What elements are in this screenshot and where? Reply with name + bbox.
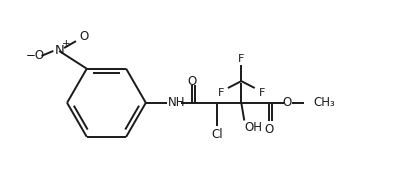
Text: −O: −O	[26, 49, 45, 62]
Text: O: O	[282, 96, 291, 109]
Text: F: F	[259, 88, 265, 98]
Text: O: O	[264, 123, 274, 136]
Text: O: O	[79, 30, 88, 43]
Text: O: O	[187, 75, 197, 88]
Text: N: N	[54, 44, 64, 57]
Text: F: F	[238, 54, 244, 64]
Text: +: +	[62, 39, 70, 49]
Text: NH: NH	[168, 96, 185, 109]
Text: F: F	[218, 88, 224, 98]
Text: CH₃: CH₃	[313, 96, 335, 109]
Text: OH: OH	[244, 121, 262, 134]
Text: Cl: Cl	[211, 128, 223, 141]
